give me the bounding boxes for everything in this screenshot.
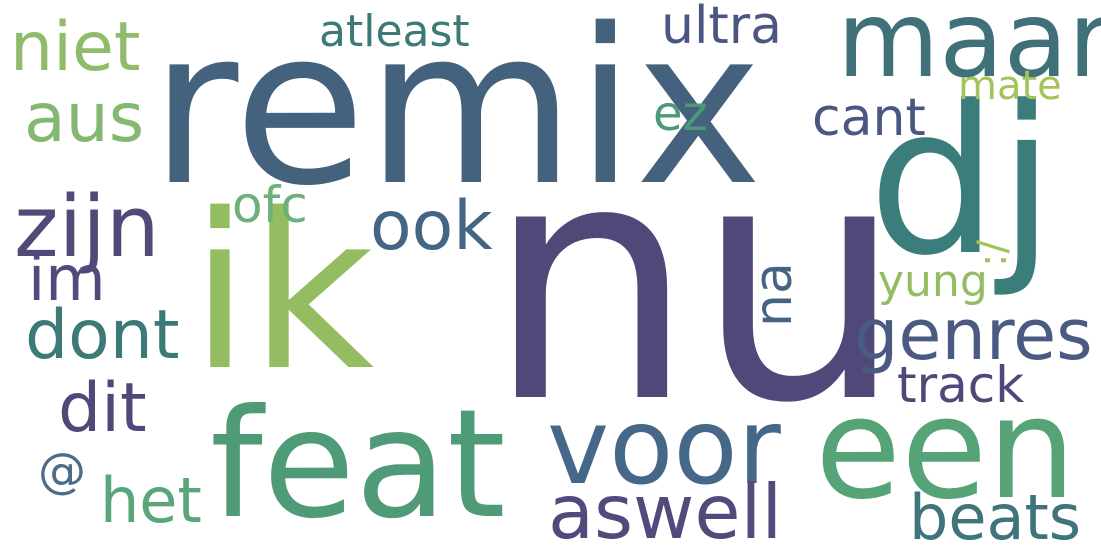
- word-at-sign: @: [38, 443, 86, 499]
- word-track: track: [897, 356, 1025, 414]
- word-aus: aus: [24, 79, 145, 158]
- word-beats: beats: [909, 481, 1082, 554]
- word-ik: ik: [190, 167, 375, 418]
- word-ook: ook: [370, 187, 493, 266]
- word-mate: mate: [958, 63, 1062, 109]
- word-dont: dont: [25, 296, 180, 375]
- word-cant: cant: [812, 88, 926, 148]
- word-aswell: aswell: [548, 468, 783, 556]
- word-ofc: ofc: [232, 176, 308, 234]
- word-een: een: [815, 368, 1076, 531]
- word-yung: yung: [878, 256, 988, 307]
- word-na: na: [744, 262, 804, 327]
- word-atleast: atleast: [319, 6, 470, 57]
- word-remix: remix: [150, 0, 763, 233]
- word-dit: dit: [58, 369, 147, 448]
- word-im: im: [28, 242, 106, 315]
- word-het: het: [100, 464, 202, 537]
- word-zijn: zijn: [14, 178, 160, 277]
- word-ez: ez: [653, 86, 708, 142]
- word-dj: dj: [868, 63, 1056, 301]
- word-ultra: ultra: [661, 0, 783, 56]
- word-colon-slash: :/: [970, 240, 1016, 267]
- word-niet: niet: [10, 8, 141, 87]
- word-feat: feat: [210, 378, 506, 552]
- word-maar: maar: [837, 0, 1101, 101]
- word-voor: voor: [547, 386, 781, 508]
- word-genres: genres: [854, 294, 1093, 376]
- word-nu: nu: [486, 91, 905, 475]
